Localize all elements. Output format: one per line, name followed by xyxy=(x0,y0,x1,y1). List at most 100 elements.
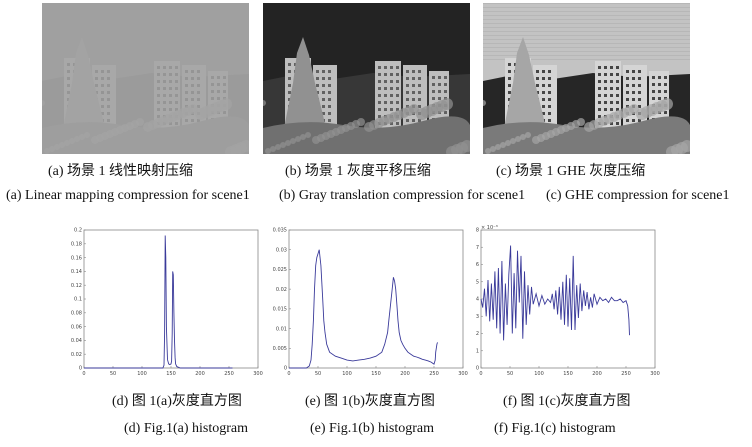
shrub xyxy=(681,140,690,152)
window xyxy=(616,66,619,69)
window xyxy=(444,83,447,86)
x-tick-label: 300 xyxy=(253,371,263,377)
window xyxy=(432,90,435,93)
window xyxy=(384,73,387,76)
window xyxy=(390,101,393,104)
sky-band xyxy=(483,35,690,36)
histogram-e: 0 50 100 150 200 250 300 0 0.005 0.01 0.015 0.02 0.0… xyxy=(273,226,468,377)
x-tick-label: 250 xyxy=(621,371,631,377)
window xyxy=(185,84,188,87)
window xyxy=(548,98,551,101)
window xyxy=(378,115,381,118)
window xyxy=(658,90,661,93)
window xyxy=(101,91,104,94)
window xyxy=(598,94,601,97)
x-tick-label: 200 xyxy=(400,371,410,377)
shrub xyxy=(280,142,286,148)
y-tick-label: 1 xyxy=(476,348,479,354)
window xyxy=(95,77,98,80)
caption-cn-f: (f) 图 1(c)灰度直方图 xyxy=(503,394,631,409)
window xyxy=(406,119,409,122)
window xyxy=(107,105,110,108)
window xyxy=(175,80,178,83)
window xyxy=(157,66,160,69)
window xyxy=(542,77,545,80)
histogram-line xyxy=(289,249,438,369)
window xyxy=(626,77,629,80)
window xyxy=(406,91,409,94)
window xyxy=(616,122,619,125)
window xyxy=(288,91,291,94)
window xyxy=(638,98,641,101)
sky-band xyxy=(483,27,690,28)
y-scale-label: × 10⁻³ xyxy=(481,225,498,231)
window xyxy=(223,83,226,86)
shrub xyxy=(136,118,144,126)
window xyxy=(390,87,393,90)
window xyxy=(328,77,331,80)
sky-band xyxy=(483,43,690,44)
ground-shrubs xyxy=(483,116,690,154)
shrub xyxy=(409,104,419,114)
caption-en-d: (d) Fig.1(a) histogram xyxy=(124,421,249,436)
window xyxy=(322,70,325,73)
window xyxy=(610,66,613,69)
window xyxy=(598,80,601,83)
window xyxy=(432,83,435,86)
y-tick-label: 0.12 xyxy=(71,283,82,289)
window xyxy=(432,76,435,79)
sky-band xyxy=(483,31,690,32)
y-tick-label: 0.04 xyxy=(71,338,82,344)
window xyxy=(163,80,166,83)
shrub xyxy=(79,134,85,140)
window xyxy=(658,83,661,86)
window xyxy=(632,119,635,122)
window xyxy=(328,84,331,87)
window xyxy=(175,73,178,76)
window xyxy=(169,101,172,104)
window xyxy=(604,108,607,111)
window xyxy=(322,98,325,101)
window xyxy=(610,87,613,90)
photo-linear-mapping xyxy=(42,3,249,154)
window xyxy=(197,91,200,94)
plot-frame xyxy=(480,229,656,369)
window xyxy=(384,101,387,104)
window xyxy=(652,83,655,86)
y-tick-label: 0.005 xyxy=(273,346,287,352)
window xyxy=(638,119,641,122)
window xyxy=(508,91,511,94)
shrub xyxy=(490,146,496,152)
window xyxy=(101,112,104,115)
y-tick-label: 3 xyxy=(476,314,479,320)
window xyxy=(390,122,393,125)
window xyxy=(185,77,188,80)
window xyxy=(638,77,641,80)
window xyxy=(412,98,415,101)
window xyxy=(664,83,667,86)
sky-band xyxy=(483,7,690,8)
shrub xyxy=(74,136,80,142)
shrub xyxy=(629,104,639,114)
window xyxy=(191,77,194,80)
window xyxy=(288,77,291,80)
window xyxy=(101,98,104,101)
window xyxy=(169,66,172,69)
window xyxy=(288,63,291,66)
y-tick-label: 0 xyxy=(79,366,82,372)
shrub xyxy=(263,100,266,106)
window xyxy=(169,87,172,90)
x-tick-label: 0 xyxy=(82,371,85,377)
window xyxy=(163,66,166,69)
photo-gray-translation xyxy=(263,3,470,154)
x-tick-label: 200 xyxy=(195,371,205,377)
tree xyxy=(281,37,329,143)
window xyxy=(107,91,110,94)
shrub xyxy=(300,134,306,140)
y-tick-label: 0.015 xyxy=(273,307,287,313)
caption-en-c: (c) GHE compression for scene1 xyxy=(546,188,730,203)
window xyxy=(412,119,415,122)
window xyxy=(638,84,641,87)
window xyxy=(384,108,387,111)
